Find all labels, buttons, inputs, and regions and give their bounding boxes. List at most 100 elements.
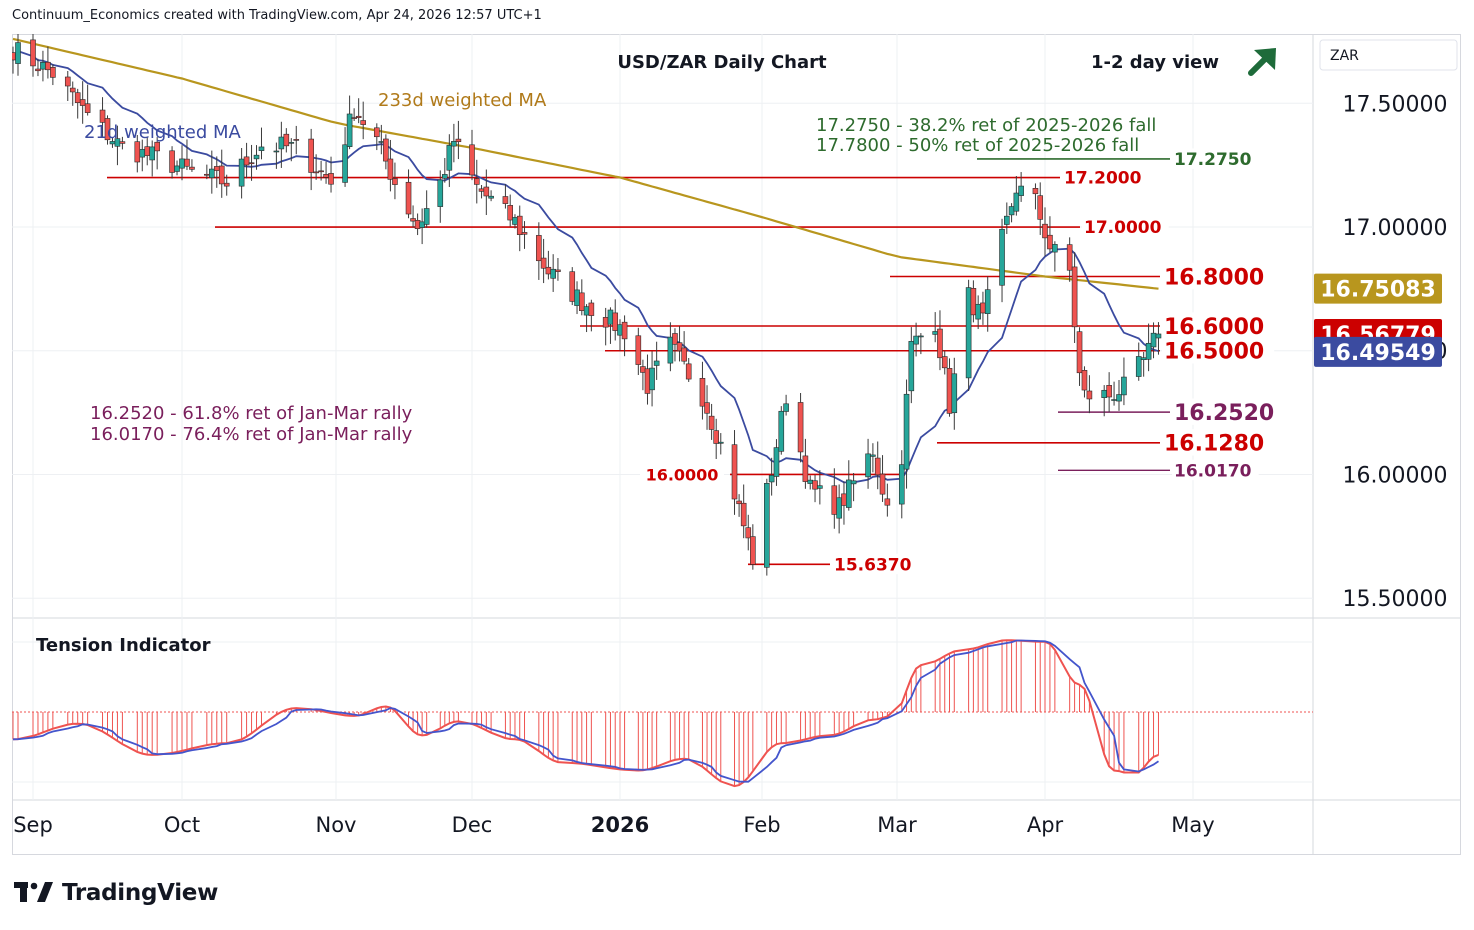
tradingview-logo-text: TradingView xyxy=(62,880,219,906)
candle-body xyxy=(273,150,280,153)
candle-body xyxy=(817,485,823,489)
candle-body xyxy=(975,303,981,320)
candle-body xyxy=(1116,394,1122,402)
candle-body xyxy=(355,115,362,118)
candle-body xyxy=(1047,234,1053,250)
candle-body xyxy=(328,173,334,185)
candle-body xyxy=(154,141,160,152)
view-label: 1-2 day view xyxy=(1091,52,1219,73)
candle-body xyxy=(253,154,260,160)
view-arrow-icon xyxy=(1248,48,1276,76)
candle-body xyxy=(283,133,290,147)
price-badge-label: 16.49549 xyxy=(1320,341,1436,366)
candle-body xyxy=(1052,244,1058,253)
level-label: 16.0000 xyxy=(646,465,719,484)
candle-body xyxy=(768,475,775,483)
grid xyxy=(12,34,1461,855)
x-tick-label: Apr xyxy=(1027,813,1064,837)
candle-body xyxy=(243,156,250,166)
candle-body xyxy=(507,205,513,221)
y-tick-label: 15.50000 xyxy=(1343,587,1448,612)
y-tick-label: 17.50000 xyxy=(1343,92,1448,117)
candle-body xyxy=(802,455,809,482)
candle-body xyxy=(797,402,804,453)
x-tick-label: 2026 xyxy=(591,813,649,837)
candle-body xyxy=(238,158,245,187)
candle-body xyxy=(483,186,490,197)
price-badge-label: 16.75083 xyxy=(1320,278,1436,303)
candle-body xyxy=(1008,206,1015,216)
ma-21-path xyxy=(12,50,1159,484)
axes: 17.5000017.0000016.5000016.0000015.50000… xyxy=(13,39,1458,837)
candle-body xyxy=(908,341,915,392)
candle-body xyxy=(189,166,195,170)
candle-body xyxy=(870,454,876,457)
fib-resistance-note: 17.2750 - 38.2% ret of 2025-2026 fall xyxy=(816,115,1156,136)
candle-body xyxy=(1071,266,1078,328)
candle-body xyxy=(323,174,329,178)
candle-body xyxy=(913,335,919,345)
candle-body xyxy=(588,302,595,316)
tradingview-logo[interactable]: TradingView xyxy=(14,876,218,910)
candle-body xyxy=(1032,188,1039,195)
candle-body xyxy=(1145,342,1152,360)
candle-body xyxy=(773,447,780,477)
candle-body xyxy=(536,235,542,262)
candle-body xyxy=(745,527,752,539)
candle-body xyxy=(45,61,51,71)
candle-body xyxy=(545,266,552,275)
candle-body xyxy=(437,179,444,207)
candle-body xyxy=(288,142,295,144)
candle-body xyxy=(40,61,46,70)
candle-body xyxy=(946,368,953,414)
candle-body xyxy=(35,68,41,72)
candle-body xyxy=(293,139,300,141)
x-tick-label: May xyxy=(1171,813,1214,837)
ma-233-path xyxy=(12,37,1159,290)
candle-body xyxy=(342,144,348,183)
candle-body xyxy=(937,328,943,359)
candle-body xyxy=(516,215,523,235)
candle-body xyxy=(74,92,81,103)
tradingview-logo-icon xyxy=(14,882,53,902)
candle-body xyxy=(1013,192,1020,212)
level-label: 16.0170 xyxy=(1174,461,1252,481)
candle-body xyxy=(1155,333,1162,339)
candle-body xyxy=(635,335,642,365)
candle-body xyxy=(410,218,416,222)
candle-body xyxy=(392,178,398,185)
candle-body xyxy=(704,402,710,414)
candle-body xyxy=(685,363,692,380)
candle-body xyxy=(1086,390,1093,400)
candle-body xyxy=(1101,389,1107,398)
candle-body xyxy=(1076,331,1083,374)
candle-body xyxy=(313,171,319,174)
candle-body xyxy=(346,113,353,147)
candle-body xyxy=(612,312,619,331)
candle-body xyxy=(951,373,958,414)
currency-label: ZAR xyxy=(1330,48,1359,64)
level-label: 17.0000 xyxy=(1084,218,1162,238)
candle-body xyxy=(169,150,175,173)
candle-body xyxy=(351,117,357,119)
candle-body xyxy=(84,103,91,113)
candle-body xyxy=(184,158,190,167)
candle-body xyxy=(884,498,891,506)
level-label: 15.6370 xyxy=(834,555,912,575)
candle-body xyxy=(1081,370,1088,391)
candle-body xyxy=(874,457,881,476)
candle-body xyxy=(473,178,480,185)
candle-body xyxy=(750,536,756,565)
candle-body xyxy=(441,174,448,179)
candle-body xyxy=(488,195,494,199)
candle-body xyxy=(681,347,687,362)
candle-body xyxy=(667,336,674,364)
candle-body xyxy=(841,493,847,506)
candle-body xyxy=(213,166,220,171)
candle-body xyxy=(69,87,76,93)
y-tick-label: 17.00000 xyxy=(1343,216,1448,241)
candle-body xyxy=(918,335,924,338)
ma-233-line xyxy=(12,37,1159,290)
candle-body xyxy=(717,441,724,444)
